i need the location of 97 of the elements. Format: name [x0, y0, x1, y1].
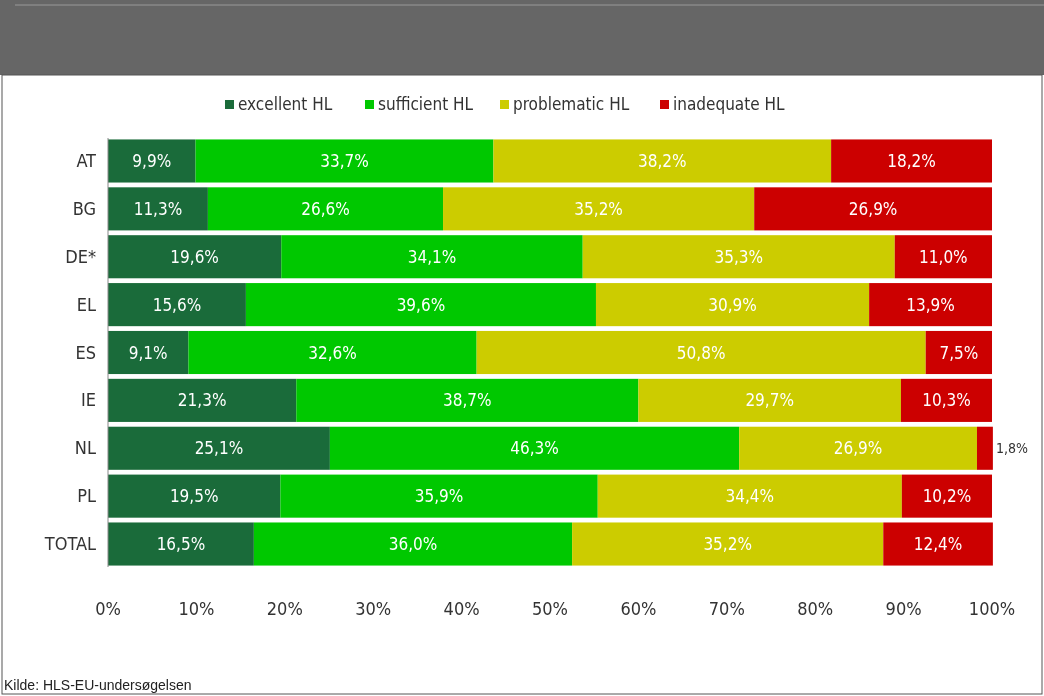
y-tick-label: BG — [72, 197, 96, 219]
bar — [572, 522, 884, 566]
legend-label: inadequate HL — [673, 94, 785, 114]
data-label: 9,1% — [128, 342, 168, 363]
data-label: 38,2% — [637, 150, 687, 171]
data-label: 50,8% — [676, 342, 726, 363]
data-label: 15,6% — [152, 294, 202, 315]
bar — [108, 187, 208, 231]
bar — [207, 187, 444, 231]
data-label: 26,6% — [301, 198, 350, 219]
bar — [894, 235, 992, 279]
bar — [108, 139, 196, 183]
x-tick-label: 90% — [885, 598, 922, 619]
data-label: 30,9% — [708, 294, 757, 315]
bar — [108, 283, 246, 327]
bar — [638, 378, 901, 422]
bar — [869, 283, 992, 327]
bar — [108, 330, 189, 375]
bar — [245, 283, 596, 327]
data-label: 11,0% — [919, 246, 968, 267]
legend-label: sufficient HL — [378, 94, 474, 114]
x-tick-label: 0% — [95, 598, 121, 619]
x-tick-label: 10% — [178, 598, 215, 619]
data-label: 18,2% — [887, 150, 936, 171]
x-tick-label: 30% — [355, 598, 392, 619]
data-label: 35,2% — [574, 198, 623, 219]
bar — [108, 235, 282, 279]
data-label: 19,6% — [170, 246, 219, 267]
x-tick-label: 20% — [266, 598, 303, 619]
y-tick-label: ES — [75, 341, 96, 363]
data-label: 34,1% — [407, 246, 457, 267]
bar — [281, 235, 583, 279]
data-label: 13,9% — [906, 294, 955, 315]
bar — [976, 426, 993, 470]
bar — [108, 474, 281, 518]
y-tick-label: PL — [77, 485, 96, 507]
bar — [900, 378, 992, 422]
data-label: 33,7% — [320, 150, 369, 171]
bar — [108, 378, 297, 422]
bar — [901, 474, 992, 518]
data-label: 12,4% — [913, 534, 963, 555]
data-label: 34,4% — [725, 486, 775, 507]
bar — [280, 474, 598, 518]
data-label: 39,6% — [396, 294, 446, 315]
data-label: 7,5% — [939, 342, 979, 363]
data-label: 32,6% — [308, 342, 357, 363]
x-tick-label: 40% — [443, 598, 480, 619]
bar — [296, 378, 639, 422]
bar — [925, 330, 992, 375]
legend-label: problematic HL — [513, 94, 630, 114]
bar — [443, 187, 755, 231]
data-label: 9,9% — [132, 150, 172, 171]
bar — [493, 139, 832, 183]
y-tick-label: DE* — [65, 245, 96, 267]
data-label: 1,8% — [995, 440, 1028, 457]
bar — [595, 283, 870, 327]
data-label: 38,7% — [443, 390, 492, 411]
data-label: 26,9% — [848, 198, 898, 219]
bar — [329, 426, 740, 470]
data-label: 36,0% — [388, 534, 438, 555]
bar — [582, 235, 895, 279]
data-label: 46,3% — [510, 438, 559, 459]
data-label: 35,2% — [703, 534, 752, 555]
bar — [476, 330, 926, 375]
bar — [831, 139, 992, 183]
bar — [883, 522, 993, 566]
bar — [754, 187, 992, 231]
data-label: 19,5% — [169, 486, 219, 507]
y-tick-label: EL — [76, 293, 96, 315]
data-label: 29,7% — [745, 390, 794, 411]
data-label: 10,3% — [922, 390, 971, 411]
data-label: 25,1% — [194, 438, 244, 459]
bar — [195, 139, 494, 183]
bar — [739, 426, 977, 470]
x-tick-label: 50% — [532, 598, 568, 619]
y-tick-label: NL — [74, 437, 96, 459]
y-tick-label: IE — [80, 389, 96, 411]
x-tick-label: 100% — [968, 598, 1016, 619]
y-tick-label: AT — [76, 149, 97, 171]
bar — [597, 474, 902, 518]
y-tick-label: TOTAL — [43, 533, 96, 555]
x-tick-label: 60% — [620, 598, 657, 619]
x-tick-label: 80% — [797, 598, 834, 619]
x-tick-label: 70% — [708, 598, 745, 619]
bar — [108, 522, 254, 566]
data-label: 26,9% — [833, 438, 883, 459]
data-label: 35,9% — [414, 486, 464, 507]
bar — [188, 330, 477, 375]
data-label: 11,3% — [133, 198, 183, 219]
data-label: 16,5% — [156, 534, 206, 555]
bar — [108, 426, 330, 470]
data-label: 21,3% — [177, 390, 227, 411]
data-label: 35,3% — [714, 246, 764, 267]
legend-label: excellent HL — [238, 94, 333, 114]
data-label: 10,2% — [922, 486, 972, 507]
bar — [253, 522, 573, 566]
text: Kilde: HLS-EU-undersøgelsen — [4, 677, 192, 693]
